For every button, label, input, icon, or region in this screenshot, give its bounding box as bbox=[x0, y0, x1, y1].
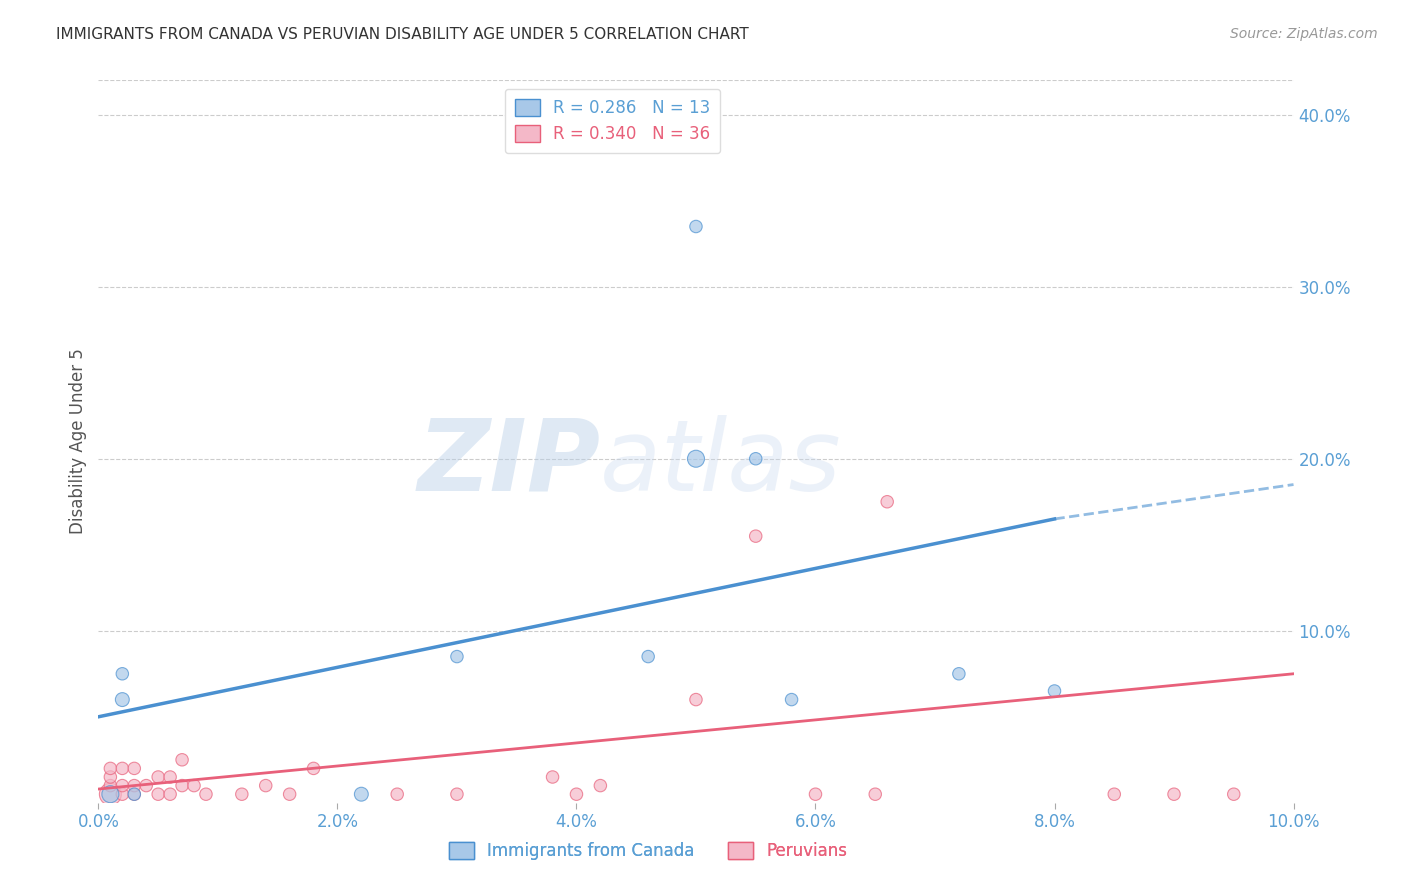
Point bbox=[172, 753, 194, 767]
Point bbox=[135, 779, 157, 793]
Point bbox=[1163, 787, 1185, 801]
Point bbox=[111, 666, 134, 681]
Point bbox=[565, 787, 588, 801]
Point bbox=[385, 787, 409, 801]
Text: ZIP: ZIP bbox=[418, 415, 600, 512]
Point bbox=[350, 787, 373, 801]
Point bbox=[446, 787, 468, 801]
Point bbox=[589, 779, 612, 793]
Point bbox=[98, 787, 122, 801]
Point bbox=[1104, 787, 1126, 801]
Point bbox=[745, 529, 768, 543]
Legend: Immigrants from Canada, Peruvians: Immigrants from Canada, Peruvians bbox=[443, 835, 853, 867]
Point bbox=[148, 787, 170, 801]
Point bbox=[124, 787, 146, 801]
Point bbox=[278, 787, 301, 801]
Point bbox=[804, 787, 827, 801]
Point bbox=[1043, 684, 1066, 698]
Point bbox=[98, 779, 122, 793]
Text: Source: ZipAtlas.com: Source: ZipAtlas.com bbox=[1230, 27, 1378, 41]
Point bbox=[745, 451, 768, 466]
Point bbox=[685, 692, 707, 706]
Point bbox=[111, 692, 134, 706]
Point bbox=[446, 649, 468, 664]
Point bbox=[124, 761, 146, 775]
Point bbox=[98, 770, 122, 784]
Point bbox=[98, 761, 122, 775]
Point bbox=[124, 779, 146, 793]
Point bbox=[865, 787, 887, 801]
Point bbox=[124, 787, 146, 801]
Point bbox=[231, 787, 253, 801]
Point bbox=[254, 779, 277, 793]
Point bbox=[148, 770, 170, 784]
Point bbox=[876, 494, 898, 508]
Text: IMMIGRANTS FROM CANADA VS PERUVIAN DISABILITY AGE UNDER 5 CORRELATION CHART: IMMIGRANTS FROM CANADA VS PERUVIAN DISAB… bbox=[56, 27, 749, 42]
Point bbox=[302, 761, 325, 775]
Point bbox=[685, 451, 707, 466]
Point bbox=[98, 787, 122, 801]
Point bbox=[1223, 787, 1246, 801]
Text: atlas: atlas bbox=[600, 415, 842, 512]
Point bbox=[111, 761, 134, 775]
Point bbox=[159, 770, 181, 784]
Point bbox=[159, 787, 181, 801]
Point bbox=[195, 787, 218, 801]
Point bbox=[541, 770, 564, 784]
Y-axis label: Disability Age Under 5: Disability Age Under 5 bbox=[69, 349, 87, 534]
Point bbox=[637, 649, 659, 664]
Point bbox=[111, 779, 134, 793]
Point bbox=[183, 779, 205, 793]
Point bbox=[948, 666, 970, 681]
Point bbox=[685, 219, 707, 234]
Point bbox=[780, 692, 803, 706]
Point bbox=[111, 787, 134, 801]
Point bbox=[172, 779, 194, 793]
